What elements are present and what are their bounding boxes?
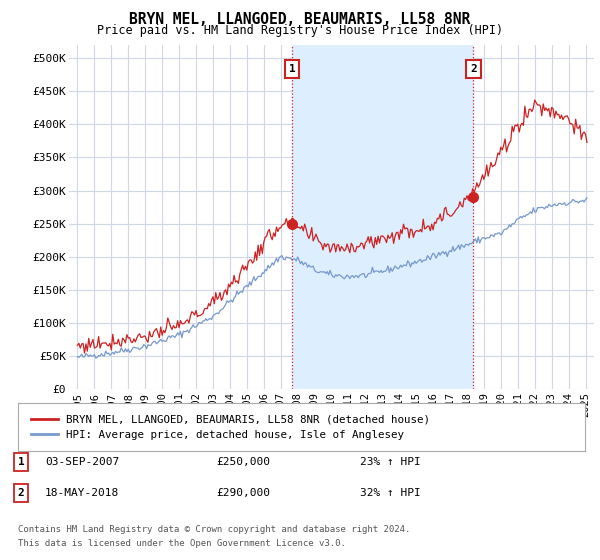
Text: £290,000: £290,000 — [216, 488, 270, 498]
Text: 23% ↑ HPI: 23% ↑ HPI — [360, 457, 421, 467]
Text: Contains HM Land Registry data © Crown copyright and database right 2024.: Contains HM Land Registry data © Crown c… — [18, 525, 410, 534]
Text: 18-MAY-2018: 18-MAY-2018 — [45, 488, 119, 498]
Text: 2: 2 — [17, 488, 25, 498]
Text: 03-SEP-2007: 03-SEP-2007 — [45, 457, 119, 467]
Legend: BRYN MEL, LLANGOED, BEAUMARIS, LL58 8NR (detached house), HPI: Average price, de: BRYN MEL, LLANGOED, BEAUMARIS, LL58 8NR … — [26, 410, 434, 444]
Text: 1: 1 — [17, 457, 25, 467]
Text: £250,000: £250,000 — [216, 457, 270, 467]
Text: 2: 2 — [470, 64, 477, 74]
Text: 32% ↑ HPI: 32% ↑ HPI — [360, 488, 421, 498]
Text: This data is licensed under the Open Government Licence v3.0.: This data is licensed under the Open Gov… — [18, 539, 346, 548]
Bar — [292, 45, 473, 389]
Text: 1: 1 — [289, 64, 295, 74]
Text: Price paid vs. HM Land Registry's House Price Index (HPI): Price paid vs. HM Land Registry's House … — [97, 24, 503, 37]
Text: BRYN MEL, LLANGOED, BEAUMARIS, LL58 8NR: BRYN MEL, LLANGOED, BEAUMARIS, LL58 8NR — [130, 12, 470, 27]
